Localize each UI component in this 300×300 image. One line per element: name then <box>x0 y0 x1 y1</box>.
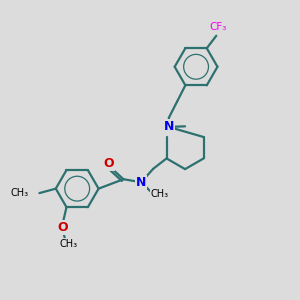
Text: O: O <box>58 221 68 235</box>
Text: CH₃: CH₃ <box>151 189 169 199</box>
Text: N: N <box>136 176 146 189</box>
Text: O: O <box>103 157 114 170</box>
Text: CH₃: CH₃ <box>60 239 78 249</box>
Text: CH₃: CH₃ <box>11 188 29 197</box>
Text: CF₃: CF₃ <box>209 22 226 32</box>
Text: N: N <box>164 120 174 134</box>
